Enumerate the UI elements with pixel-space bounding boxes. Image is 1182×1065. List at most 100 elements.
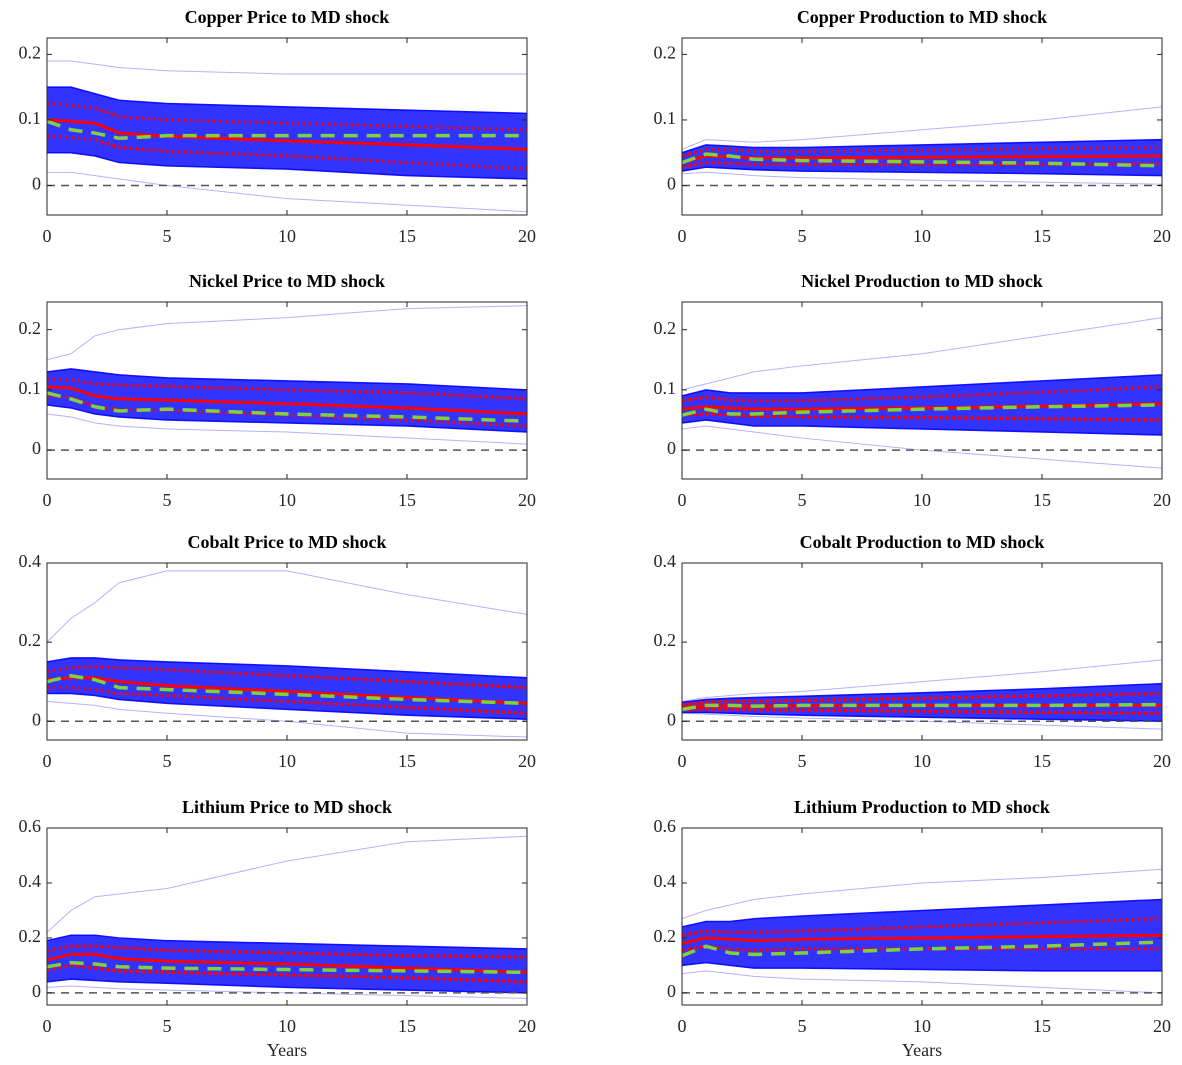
series-line — [682, 145, 1162, 158]
series-line — [682, 961, 1162, 972]
series-line — [47, 570, 527, 643]
subplot: 0 5 10 15 20 0 0.2 0.4 Cobalt Production to MD s… — [654, 532, 1172, 771]
x-tick-label: 15 — [1033, 226, 1051, 246]
series-line — [682, 106, 1162, 150]
y-tick-label: 0.1 — [654, 108, 677, 128]
x-tick-label: 20 — [1153, 751, 1171, 771]
y-tick-label: 0.1 — [19, 108, 42, 128]
x-tick-label: 20 — [1153, 490, 1171, 510]
series-line — [682, 374, 1162, 397]
x-tick-label: 20 — [518, 1016, 536, 1036]
chart-title: Cobalt Price to MD shock — [188, 532, 387, 552]
plot-content — [47, 570, 527, 738]
y-tick-label: 0.2 — [19, 630, 42, 650]
series-line — [47, 952, 527, 974]
series-line — [47, 934, 527, 950]
x-tick-label: 10 — [913, 751, 931, 771]
y-tick-label: 0.1 — [19, 378, 42, 398]
y-tick-label: 0 — [667, 709, 676, 729]
draw-band — [47, 368, 527, 433]
series-line — [47, 171, 527, 213]
series-line — [47, 835, 527, 933]
series-line — [682, 970, 1162, 994]
plot-content — [682, 659, 1162, 730]
y-tick-label: 0.2 — [654, 926, 677, 946]
series-line — [682, 171, 1162, 185]
x-tick-label: 15 — [398, 751, 416, 771]
series-line — [682, 412, 1162, 422]
series-line — [47, 657, 527, 679]
series-line — [47, 60, 527, 75]
series-line — [682, 712, 1162, 730]
chart-title: Lithium Price to MD shock — [182, 797, 392, 817]
series-line — [47, 700, 527, 738]
y-tick-label: 0 — [32, 981, 41, 1001]
x-tick-label: 0 — [43, 1016, 52, 1036]
series-line — [47, 960, 527, 975]
draw-band — [47, 657, 527, 720]
y-tick-label: 0.4 — [654, 551, 677, 571]
series-line — [47, 86, 527, 115]
series-line — [47, 385, 527, 416]
y-tick-label: 0 — [32, 709, 41, 729]
series-line — [47, 305, 527, 361]
x-tick-label: 10 — [278, 226, 296, 246]
y-tick-label: 0 — [667, 981, 676, 1001]
series-line — [682, 403, 1162, 417]
series-line — [682, 385, 1162, 403]
draw-band — [47, 87, 527, 179]
subplot: 0 5 10 15 20 0 0.2 0.4 Cobalt Price to MD shock — [19, 532, 537, 771]
series-line — [47, 665, 527, 690]
y-tick-label: 0.2 — [654, 318, 677, 338]
series-line — [47, 118, 527, 151]
series-line — [47, 673, 527, 706]
x-tick-label: 5 — [163, 1016, 172, 1036]
series-line — [47, 134, 527, 171]
series-line — [682, 868, 1162, 920]
series-line — [47, 985, 527, 999]
y-tick-label: 0.4 — [19, 551, 42, 571]
series-line — [682, 707, 1162, 715]
series-line — [47, 413, 527, 445]
y-tick-label: 0.6 — [19, 816, 42, 836]
x-tick-label: 20 — [1153, 1016, 1171, 1036]
series-line — [47, 944, 527, 959]
x-tick-label: 0 — [43, 490, 52, 510]
x-tick-label: 5 — [798, 1016, 807, 1036]
y-tick-label: 0.1 — [654, 378, 677, 398]
subplot: 0 5 10 15 20 0 0.2 0.4 0.6 Lithium Price to MD sh… — [19, 797, 537, 1060]
plot-content — [682, 317, 1162, 469]
plot-content — [47, 305, 527, 451]
x-tick-label: 15 — [1033, 490, 1051, 510]
plot-content — [47, 60, 527, 213]
plot-content — [682, 106, 1162, 187]
series-line — [682, 898, 1162, 928]
series-line — [682, 138, 1162, 154]
x-tick-label: 0 — [678, 1016, 687, 1036]
x-tick-label: 10 — [913, 1016, 931, 1036]
y-tick-label: 0.2 — [654, 43, 677, 63]
x-tick-label: 15 — [1033, 1016, 1051, 1036]
x-tick-label: 5 — [798, 226, 807, 246]
series-line — [682, 152, 1162, 168]
x-tick-label: 10 — [278, 1016, 296, 1036]
series-line — [682, 692, 1162, 707]
subplot: 0 5 10 15 20 0 0.2 0.4 0.6 Lithium Production to … — [654, 797, 1172, 1060]
y-tick-label: 0 — [32, 438, 41, 458]
series-line — [47, 686, 527, 715]
subplot: 0 5 10 15 20 0 0.1 0.2 Copper Price to MD shock — [19, 7, 537, 246]
x-tick-label: 20 — [518, 490, 536, 510]
y-tick-label: 0 — [667, 438, 676, 458]
x-tick-label: 10 — [278, 751, 296, 771]
subplot: 0 5 10 15 20 0 0.1 0.2 Nickel Production to MD s… — [654, 271, 1172, 510]
x-tick-label: 5 — [163, 751, 172, 771]
x-axis-label: Years — [902, 1040, 942, 1060]
chart-title: Nickel Production to MD shock — [801, 271, 1043, 291]
x-tick-label: 10 — [913, 490, 931, 510]
series-line — [682, 317, 1162, 391]
x-tick-label: 5 — [798, 490, 807, 510]
plot-content — [47, 835, 527, 999]
x-tick-label: 10 — [278, 490, 296, 510]
y-tick-label: 0.2 — [19, 318, 42, 338]
